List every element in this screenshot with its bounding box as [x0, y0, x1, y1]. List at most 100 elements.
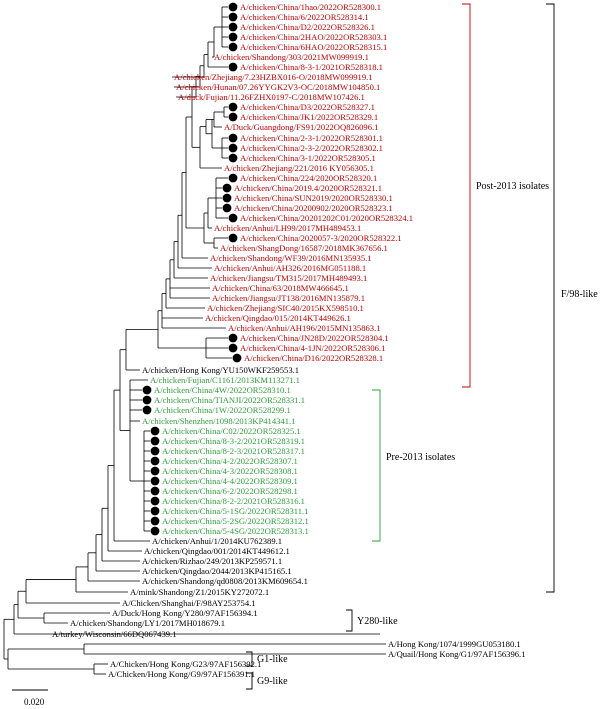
sample-marker-dot	[228, 102, 238, 112]
taxon-label: A/chicken/China/20200902/2020OR528323.1	[234, 203, 393, 213]
taxon-label: A/chicken/Zhejiang/SIC40/2015KX598510.1	[207, 303, 364, 313]
y280-bracket	[346, 609, 353, 632]
g9-bracket	[246, 672, 253, 690]
taxon-label: A/chicken/China/1W/2022OR528299.1	[154, 405, 291, 415]
sample-marker-dot	[150, 516, 160, 526]
taxon-label: A/Chicken/Shanghai/F/98AY253754.1	[122, 598, 256, 608]
taxon-label: A/chicken/Anhui/AH326/2016MG051188.1	[214, 263, 366, 273]
sample-marker-dot	[142, 385, 152, 395]
sample-marker-dot	[232, 353, 242, 363]
taxon-label: A/chicken/Anhui/AH196/2015MN135863.1	[228, 323, 381, 333]
taxon-label: A/chicken/Shandong/WF39/2016MN135935.1	[210, 253, 372, 263]
taxon-label: A/chicken/Hunan/07.26YYGK2V3-OC/2018MW10…	[176, 82, 380, 92]
sample-marker-dot	[150, 466, 160, 476]
taxon-label: A/chicken/Fujian/C1161/2013KM113271.1	[150, 375, 300, 385]
sample-marker-dot	[222, 183, 232, 193]
taxon-label: A/chicken/Qingdao/015/2014KT449626.1	[205, 313, 351, 323]
taxon-label: A/chicken/Shandong/qd0808/2013KM609654.1	[142, 576, 308, 586]
taxon-label: A/chicken/China/2-3-1/2022OR528301.1	[240, 133, 383, 143]
sample-marker-dot	[150, 456, 160, 466]
sample-marker-dot	[228, 213, 238, 223]
taxon-label: A/mink/Shandong/Z1/2015KY272072.1	[130, 587, 269, 597]
taxon-label: A/duck/Fujian/11.26FZHX0197-C/2018MW1074…	[178, 92, 365, 102]
sample-marker-dot	[228, 62, 238, 72]
taxon-label: A/chicken/China/8-3-1/2021OR528318.1	[240, 62, 383, 72]
taxon-label: A/chicken/China/5-1SG/2022OR528311.1	[162, 506, 308, 516]
taxon-label: A/chicken/Shenzhen/1098/2013KP414341.1	[142, 416, 295, 426]
sample-marker-dot	[228, 143, 238, 153]
taxon-label: A/chicken/Anhui/LH99/2017MH489453.1	[214, 223, 361, 233]
y280-label: Y280-like	[357, 616, 398, 627]
sample-marker-dot	[228, 12, 238, 22]
tree-leaves: A/chicken/China/1hao/2022OR528300.1A/chi…	[52, 2, 526, 679]
taxon-label: A/chicken/China/5-4SG/2022OR528313.1	[162, 526, 309, 536]
sample-marker-dot	[150, 526, 160, 536]
taxon-label: A/chicken/China/6-2/2022OR528298.1	[162, 486, 298, 496]
taxon-label: A/chicken/China/8-3-2/2021OR528319.1	[162, 436, 305, 446]
taxon-label: A/Duck/Guangdong/FS91/2022OQ826096.1	[224, 122, 378, 132]
taxon-label: A/chicken/Hong Kong/YU150WKF259553.1	[142, 365, 299, 375]
sample-marker-dot	[228, 2, 238, 12]
sample-marker-dot	[150, 496, 160, 506]
sample-marker-dot	[228, 133, 238, 143]
sample-marker-dot	[150, 426, 160, 436]
taxon-label: A/chicken/Rizhao/249/2013KP259571.1	[142, 556, 282, 566]
pre-2013-bracket	[372, 389, 381, 542]
sample-marker-dot	[228, 153, 238, 163]
sample-marker-dot	[228, 112, 238, 122]
taxon-label: A/chicken/China/2020057-3/2020OR528322.1	[240, 233, 402, 243]
pre-2013-label: Pre-2013 isolates	[386, 452, 455, 463]
f98-bracket	[546, 3, 555, 593]
taxon-label: A/chicken/China/8-2-2/2021OR528316.1	[162, 496, 305, 506]
sample-marker-dot	[222, 193, 232, 203]
post-2013-label: Post-2013 isolates	[476, 181, 549, 192]
taxon-label: A/chicken/China/D3/2022OR528327.1	[240, 102, 375, 112]
sample-marker-dot	[150, 486, 160, 496]
taxon-label: A/chicken/China/1hao/2022OR528300.1	[240, 2, 381, 12]
taxon-label: A/chicken/China/63/2018MW466645.1	[212, 283, 349, 293]
taxon-label: A/chicken/China/4-2/2022OR528307.1	[162, 456, 298, 466]
sample-marker-dot	[150, 436, 160, 446]
taxon-label: A/chicken/China/2-3-2/2022OR528302.1	[240, 143, 383, 153]
taxon-label: A/chicken/China/D2/2022OR528326.1	[240, 22, 375, 32]
taxon-label: A/Hong Kong/1074/1999GU053180.1	[388, 639, 521, 649]
sample-marker-dot	[142, 395, 152, 405]
taxon-label: A/chicken/China/224/2020OR528320.1	[240, 173, 377, 183]
sample-marker-dot	[228, 343, 238, 353]
g9-label: G9-like	[257, 676, 288, 687]
sample-marker-dot	[228, 233, 238, 243]
taxon-label: A/chicken/China/D16/2022OR528328.1	[244, 353, 383, 363]
taxon-label: A/chicken/Jiangsu/JT138/2016MN135879.1	[212, 293, 365, 303]
taxon-label: A/chicken/China/8-2-3/2021OR528317.1	[162, 446, 305, 456]
taxon-label: A/chicken/Zhejiang/7.23HZBX016-O/2018MW0…	[174, 72, 373, 82]
taxon-label: A/chicken/China/4-3/2022OR528308.1	[162, 466, 298, 476]
sample-marker-dot	[150, 506, 160, 516]
sample-marker-dot	[142, 405, 152, 415]
taxon-label: A/Quail/Hong Kong/G1/97AF156396.1	[388, 649, 526, 659]
taxon-label: A/chicken/China/5-2SG/2022OR528312.1	[162, 516, 309, 526]
scale-bar-label: 0.020	[24, 697, 45, 707]
taxon-label: A/chicken/China/3-1/2022OR528305.1	[240, 153, 376, 163]
taxon-label: A/chicken/Anhui/1/2014KU762389.1	[152, 536, 282, 546]
taxon-label: A/Chicken/Hong Kong/G9/97AF156391.1	[108, 669, 255, 679]
taxon-label: A/chicken/ShangDong/16587/2018MK367656.1	[220, 243, 388, 253]
taxon-label: A/chicken/China/20201202C01/2020OR528324…	[240, 213, 413, 223]
sample-marker-dot	[228, 333, 238, 343]
sample-marker-dot	[228, 173, 238, 183]
g1-label: G1-like	[257, 654, 288, 665]
taxon-label: A/chicken/China/6HAO/2022OR528315.1	[240, 42, 387, 52]
taxon-label: A/Duck/Hong Kong/Y280/97AF156394.1	[112, 608, 258, 618]
taxon-label: A/chicken/China/JN28D/2022OR528304.1	[240, 333, 389, 343]
taxon-label: A/chicken/China/4W/2022OR528310.1	[154, 385, 291, 395]
taxon-label: A/chicken/China/2HAO/2022OR528303.1	[240, 32, 387, 42]
taxon-label: A/Chicken/Hong Kong/G23/97AF156392.1	[110, 659, 261, 669]
taxon-label: A/chicken/China/SUN2019/2020OR528330.1	[234, 193, 393, 203]
sample-marker-dot	[228, 32, 238, 42]
tree-branches	[3, 6, 386, 675]
post-2013-bracket	[462, 3, 471, 388]
sample-marker-dot	[150, 476, 160, 486]
taxon-label: A/chicken/Shandong/303/2021MW099919.1	[214, 52, 369, 62]
taxon-label: A/chicken/China/6/2022OR528314.1	[240, 12, 369, 22]
taxon-label: A/chicken/Jiangsu/TM315/2017MH489493.1	[210, 273, 367, 283]
